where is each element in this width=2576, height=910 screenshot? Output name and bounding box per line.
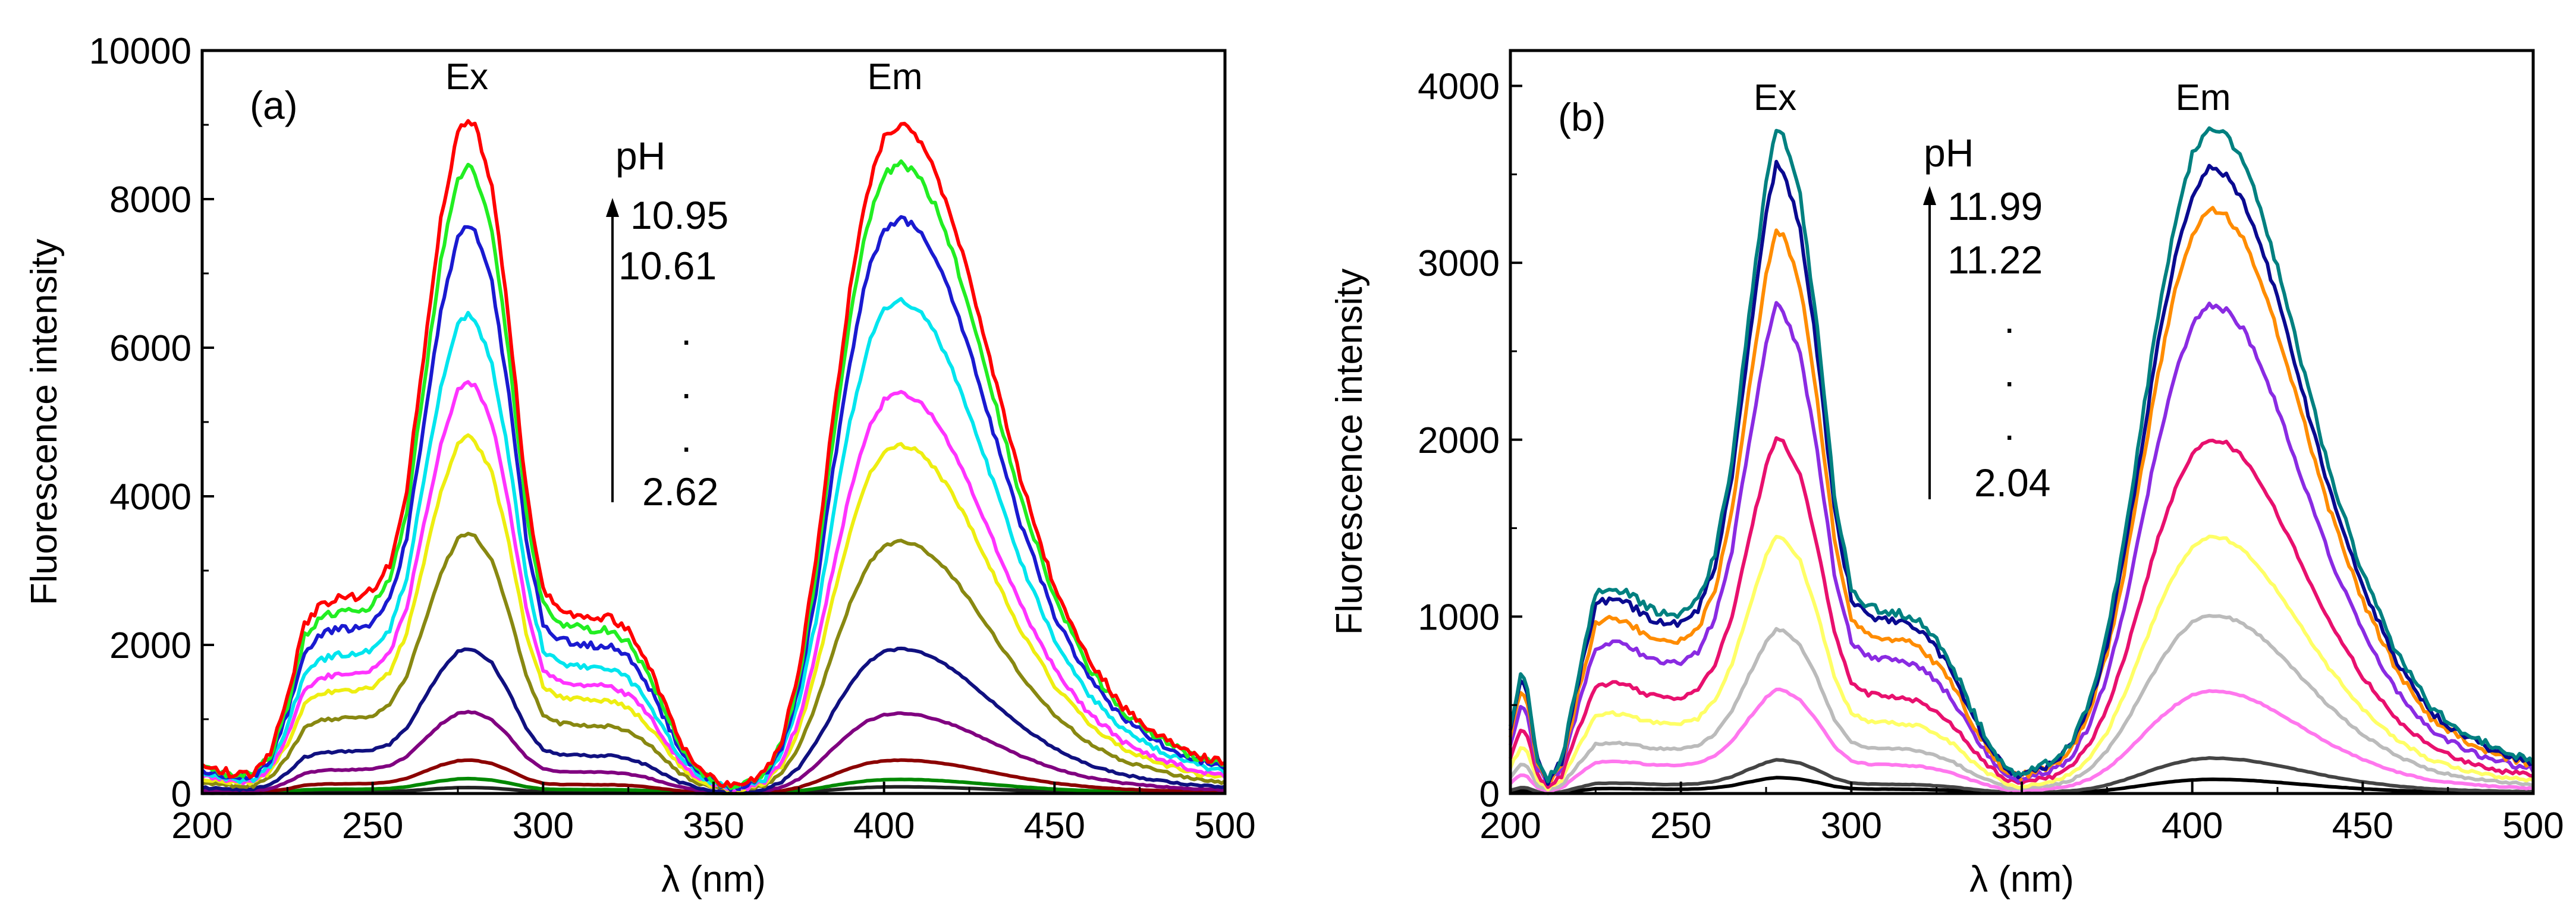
- y-tick-label: 0: [171, 774, 191, 815]
- series-line-em: [2021, 301, 2535, 781]
- y-tick-label: 3000: [1418, 243, 1500, 284]
- y-tick-label: 4000: [1418, 67, 1500, 108]
- series-line-ex: [1509, 534, 2022, 792]
- series-line-em: [740, 121, 1226, 787]
- x-tick-label: 350: [1991, 805, 2052, 846]
- panel-b-ph-value: 2.04: [1974, 461, 2050, 505]
- series-line-ex: [1510, 758, 2022, 795]
- series-line-em: [739, 390, 1227, 792]
- panel-a-label: (a): [250, 83, 298, 127]
- series-line-ex: [201, 119, 742, 789]
- panel-b-ph-title: pH: [1924, 131, 1974, 175]
- series-line-em: [740, 711, 1226, 795]
- series-line-em: [740, 758, 1225, 795]
- series-line-ex: [201, 380, 742, 793]
- series-line-ex: [1509, 301, 2023, 785]
- series-line-ex: [202, 647, 742, 795]
- panel-b-ylabel: Fluorescence intensity: [1329, 269, 1370, 635]
- y-tick-label: 8000: [109, 180, 191, 221]
- series-line-em: [740, 442, 1226, 792]
- panel-b-ph-arrowhead: [1923, 186, 1936, 205]
- panel-a-ph-value: 10.61: [618, 244, 717, 288]
- series-line-em: [2021, 163, 2534, 776]
- panel-a-ex-label: Ex: [445, 56, 488, 97]
- series-line-ex: [1509, 159, 2024, 786]
- y-tick-label: 2000: [1418, 420, 1500, 461]
- panel-a-ph-value: 2.62: [642, 470, 718, 514]
- x-tick-label: 250: [342, 805, 403, 846]
- panel-a-ylabel: Fluorescence intensity: [24, 239, 65, 606]
- panel-b-label: (b): [1558, 95, 1606, 139]
- panel-a-xlabel: λ (nm): [661, 859, 766, 900]
- series-line-ex: [202, 710, 742, 795]
- x-tick-label: 200: [1479, 805, 1541, 846]
- series-line-ex: [202, 758, 741, 795]
- x-tick-label: 450: [1024, 805, 1085, 846]
- series-line-ex: [1509, 228, 2024, 783]
- y-tick-label: 6000: [109, 328, 191, 369]
- panel-b-ph-value: .: [2004, 404, 2015, 448]
- panel-b-ticks: 200 250 300 350 400 450 500 0 1000 2000 3000 4000: [1418, 67, 2564, 846]
- panel-b-ph-value: 11.99: [1947, 184, 2043, 228]
- x-tick-label: 400: [2162, 805, 2223, 846]
- series-line-ex: [202, 776, 742, 795]
- series-line-ex: [1509, 128, 2024, 783]
- x-tick-label: 400: [853, 805, 915, 846]
- panel-a-ph-arrowhead: [606, 198, 619, 217]
- series-line-em: [740, 297, 1227, 790]
- series-line-ex: [1509, 687, 2023, 794]
- series-line-ex: [202, 162, 742, 791]
- panel-b-xlabel: λ (nm): [1969, 859, 2074, 900]
- panel-a-series: [200, 119, 1227, 795]
- panel-b-frame: [1509, 49, 2535, 795]
- series-line-em: [2021, 613, 2534, 791]
- panel-a-ph-value: 10.95: [630, 193, 728, 237]
- y-tick-label: 1000: [1418, 597, 1500, 638]
- x-tick-label: 300: [1821, 805, 1882, 846]
- x-tick-label: 350: [683, 805, 744, 846]
- panel-a-em-label: Em: [868, 56, 923, 97]
- series-line-ex: [202, 531, 742, 794]
- panel-b-ex-label: Ex: [1754, 77, 1796, 118]
- x-tick-label: 200: [171, 805, 233, 846]
- x-tick-label: 500: [2502, 805, 2564, 846]
- panel-a-ph-value: .: [681, 416, 692, 460]
- x-tick-label: 500: [1194, 805, 1255, 846]
- panel-a-ph-value: .: [681, 363, 692, 407]
- series-line-ex: [202, 433, 742, 794]
- y-tick-label: 10000: [89, 31, 191, 72]
- panel-a: 200 250 300 350 400 450 500 0 2000 4000 6000 8000 10…: [24, 31, 1256, 900]
- series-line-ex: [1509, 626, 2022, 792]
- series-line-em: [2021, 534, 2534, 789]
- series-line-ex: [1509, 436, 2022, 789]
- series-line-ex: [202, 311, 742, 790]
- x-tick-label: 300: [513, 805, 574, 846]
- series-line-em: [740, 215, 1226, 789]
- y-tick-label: 4000: [109, 477, 191, 518]
- y-tick-label: 2000: [109, 625, 191, 666]
- x-tick-label: 450: [2332, 805, 2393, 846]
- x-tick-label: 250: [1650, 805, 1711, 846]
- series-line-em: [2021, 126, 2535, 776]
- panel-b-em-label: Em: [2176, 77, 2231, 118]
- panel-a-ph-value: .: [681, 309, 692, 353]
- series-line-em: [2021, 439, 2534, 785]
- panel-a-ph-title: pH: [615, 134, 665, 178]
- panel-a-frame: [200, 49, 1227, 795]
- series-line-em: [740, 646, 1226, 795]
- panel-b-ph-value: .: [2004, 297, 2015, 341]
- panel-b-ph-value: 11.22: [1947, 238, 2043, 282]
- series-line-em: [2021, 689, 2534, 793]
- series-line-em: [740, 539, 1226, 794]
- y-tick-label: 0: [1479, 774, 1500, 815]
- panel-b-ph-value: .: [2004, 351, 2015, 395]
- series-line-em: [2020, 206, 2534, 779]
- panel-b: 200 250 300 350 400 450 500 0 1000 2000 3000 4000 λ…: [1329, 49, 2564, 900]
- panel-a-ticks: 200 250 300 350 400 450 500 0 2000 4000 6000 8000 10…: [89, 31, 1256, 846]
